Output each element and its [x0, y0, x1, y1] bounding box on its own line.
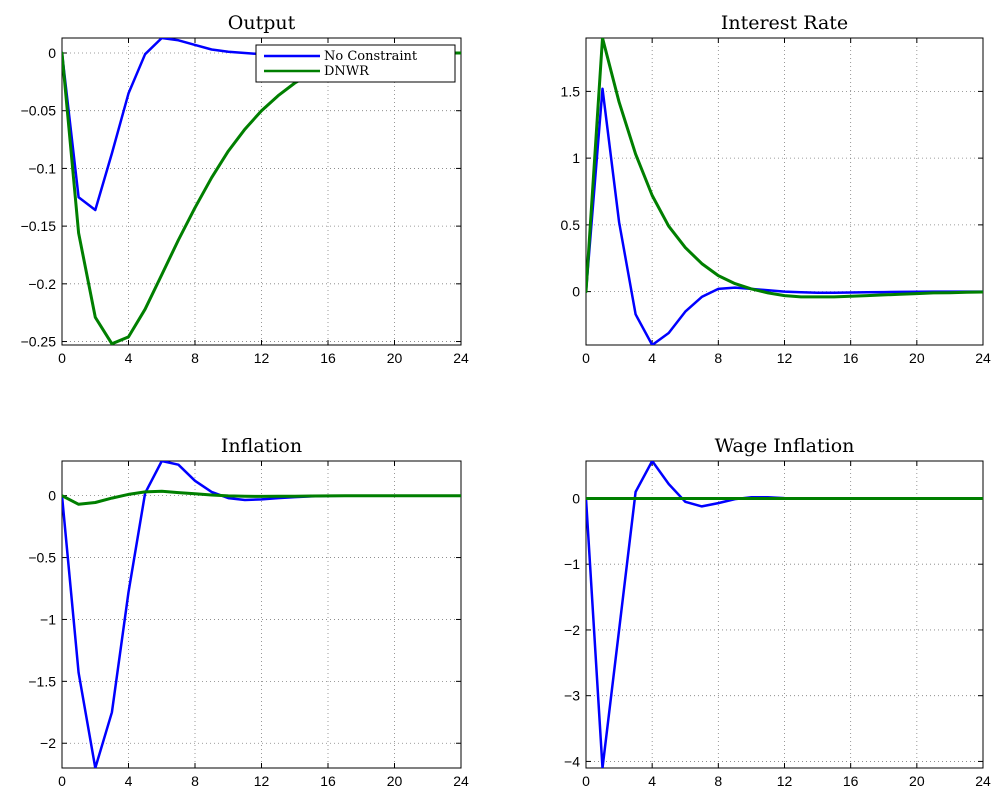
x-tick-label: 0 — [582, 773, 590, 789]
y-tick-label: 0 — [48, 488, 56, 504]
x-tick-label: 0 — [58, 350, 66, 366]
chart-title: Wage Inflation — [715, 435, 855, 457]
chart-panel-3: Inflation 0 4 8 12 16 20 24 0 −0.5 −1 −1.5 −2 — [28, 435, 469, 789]
series-line-dnwr — [586, 38, 983, 299]
x-tick-label: 12 — [777, 350, 793, 366]
chart-panel-2: Interest Rate 0 4 8 12 16 20 24 0 0.5 1 1.5 — [561, 12, 991, 366]
y-tick-label: −1 — [40, 611, 56, 627]
y-tick-label: −0.1 — [28, 160, 56, 176]
y-tick-label: −3 — [564, 688, 580, 704]
x-tick-label: 16 — [843, 773, 859, 789]
legend-box — [255, 44, 456, 83]
x-tick-label: 20 — [387, 773, 403, 789]
y-tick-label: −2 — [564, 622, 580, 638]
x-tick-label: 12 — [254, 350, 270, 366]
x-tick-label: 16 — [843, 350, 859, 366]
y-tick-label: −2 — [40, 735, 56, 751]
x-tick-label: 20 — [909, 350, 925, 366]
y-tick-label: −0.5 — [28, 550, 56, 566]
x-tick-label: 24 — [975, 350, 991, 366]
chart-title: Inflation — [221, 435, 302, 457]
x-tick-label: 4 — [648, 773, 656, 789]
x-tick-label: 16 — [320, 350, 336, 366]
y-tick-label: 1.5 — [561, 83, 581, 99]
x-tick-label: 12 — [254, 773, 270, 789]
y-tick-label: −1 — [564, 556, 580, 572]
x-tick-label: 24 — [453, 350, 469, 366]
y-tick-label: −0.25 — [21, 334, 57, 350]
chart-panel-1: Output 0 4 8 12 16 20 24 0 −0.05 −0.1 −0.15 −0.2 −0.2… — [21, 12, 469, 366]
x-tick-label: 12 — [777, 773, 793, 789]
x-tick-label: 20 — [387, 350, 403, 366]
y-tick-label: −4 — [564, 753, 580, 769]
x-tick-label: 16 — [320, 773, 336, 789]
x-tick-label: 8 — [714, 350, 722, 366]
y-tick-label: 0 — [572, 284, 580, 300]
series-line-dnwr — [62, 489, 461, 506]
x-tick-label: 8 — [191, 350, 199, 366]
plot-area — [61, 460, 462, 769]
y-tick-label: 0 — [48, 45, 56, 61]
legend-entry: No Constraint — [324, 49, 418, 64]
x-tick-label: 8 — [191, 773, 199, 789]
x-tick-label: 0 — [58, 773, 66, 789]
y-tick-label: 1 — [572, 150, 580, 166]
plot-area — [585, 460, 984, 769]
x-tick-label: 4 — [648, 350, 656, 366]
x-tick-label: 0 — [582, 350, 590, 366]
y-tick-label: 0 — [572, 490, 580, 506]
x-tick-label: 4 — [125, 350, 133, 366]
x-tick-label: 8 — [714, 773, 722, 789]
plot-area — [61, 37, 462, 346]
chart-panel-4: Wage Inflation 0 4 8 12 16 20 24 0 −1 −2 −3 −4 — [564, 435, 991, 789]
y-tick-label: −0.15 — [21, 218, 57, 234]
legend-entry: DNWR — [324, 64, 370, 79]
x-tick-label: 4 — [125, 773, 133, 789]
y-tick-label: −0.05 — [21, 103, 57, 119]
y-tick-label: −1.5 — [28, 673, 56, 689]
x-tick-label: 20 — [909, 773, 925, 789]
x-tick-label: 24 — [975, 773, 991, 789]
y-tick-label: −0.2 — [28, 276, 56, 292]
y-tick-label: 0.5 — [561, 217, 581, 233]
x-tick-label: 24 — [453, 773, 469, 789]
series-line-no-constraint — [586, 87, 983, 345]
chart-title: Output — [228, 12, 296, 34]
chart-title: Interest Rate — [721, 12, 848, 34]
